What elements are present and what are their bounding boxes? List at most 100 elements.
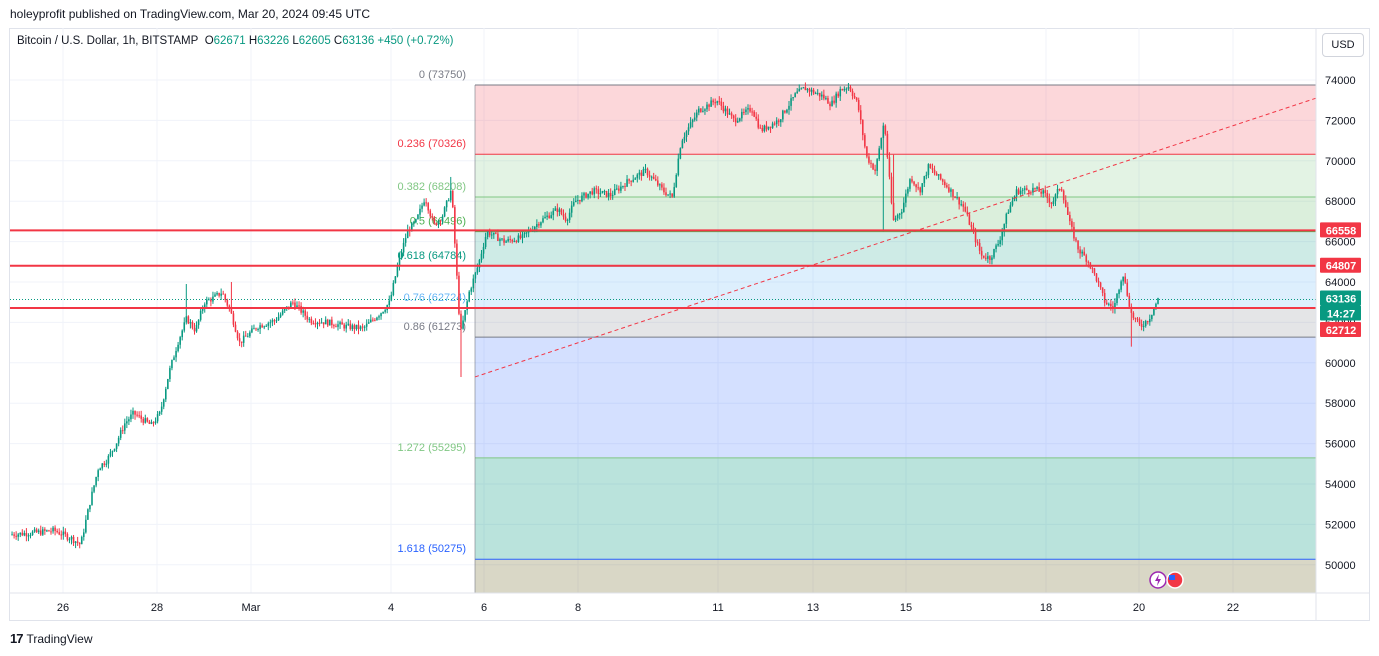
- candle-body: [767, 126, 770, 130]
- candle-body: [437, 220, 440, 225]
- candle-body: [609, 192, 612, 196]
- candle-body: [929, 164, 932, 169]
- tradingview-logo-icon[interactable]: 17: [10, 631, 24, 646]
- candle-body: [661, 184, 663, 188]
- candle-body: [353, 325, 356, 330]
- candle-body: [349, 323, 352, 330]
- candle-body: [634, 178, 637, 180]
- candle-body: [782, 110, 784, 120]
- candle-body: [987, 256, 989, 259]
- candle-body: [751, 111, 753, 113]
- candle-body: [146, 418, 149, 422]
- price-tick-label: 60000: [1325, 358, 1356, 370]
- price-label: 62712: [1326, 325, 1357, 337]
- candle-body: [1038, 187, 1040, 192]
- candle-body: [251, 328, 253, 333]
- candle-body: [568, 212, 571, 220]
- candle-body: [486, 231, 489, 238]
- candle-body: [109, 452, 112, 456]
- symbol-name[interactable]: Bitcoin / U.S. Dollar, 1h, BITSTAMP: [17, 35, 199, 47]
- time-tick-label: 13: [807, 602, 819, 614]
- candle-body: [144, 418, 147, 423]
- candle-body: [747, 108, 749, 110]
- candle-body: [177, 344, 179, 351]
- candle-body: [919, 187, 921, 193]
- candle-body: [1028, 190, 1030, 193]
- candle-body: [302, 310, 304, 313]
- candle-body: [13, 534, 15, 536]
- candle-body: [347, 323, 350, 325]
- candle-body: [911, 179, 913, 182]
- candle-body: [130, 414, 132, 420]
- candle-body: [505, 241, 507, 243]
- candle-body: [734, 118, 737, 123]
- event-icons[interactable]: [1149, 571, 1184, 589]
- candle-body: [1126, 282, 1129, 296]
- candle-body: [862, 119, 864, 136]
- candle-body: [74, 541, 77, 543]
- candle-body: [355, 324, 358, 330]
- candle-body: [269, 322, 272, 324]
- candle-body: [745, 109, 747, 113]
- candle-body: [952, 189, 954, 197]
- price-label-bg: [1320, 305, 1361, 321]
- candle-body: [413, 222, 415, 224]
- candle-body: [1013, 196, 1016, 201]
- candle-body: [587, 193, 589, 198]
- candle-body: [741, 111, 743, 119]
- candle-body: [780, 119, 782, 123]
- candle-body: [870, 162, 872, 164]
- overlays[interactable]: [10, 97, 1317, 378]
- candle-body: [497, 233, 499, 241]
- candle-body: [1132, 312, 1135, 318]
- candle-body: [1017, 189, 1020, 194]
- candle-body: [396, 265, 399, 277]
- candle-body: [435, 223, 438, 225]
- candle-body: [552, 210, 555, 216]
- tradingview-brand[interactable]: TradingView: [26, 631, 93, 646]
- trend-line[interactable]: [474, 97, 1317, 378]
- candle-body: [378, 316, 380, 318]
- candle-body: [1036, 187, 1038, 189]
- candle-body: [765, 125, 768, 130]
- candle-body: [851, 91, 854, 97]
- candle-body: [548, 215, 550, 219]
- candle-body: [78, 542, 81, 545]
- candle-body: [1136, 318, 1139, 320]
- candle-body: [814, 93, 817, 95]
- candle-body: [607, 192, 610, 197]
- candle-body: [708, 104, 710, 107]
- candle-body: [25, 533, 28, 537]
- candle-body: [212, 296, 214, 302]
- candle-body: [882, 125, 885, 139]
- candle-body: [724, 108, 727, 112]
- candle-body: [821, 94, 823, 97]
- candle-body: [60, 534, 63, 536]
- candle-body: [892, 202, 895, 221]
- candle-body: [941, 179, 944, 182]
- candle-body: [558, 209, 561, 212]
- us-flag-canton-icon[interactable]: [1169, 575, 1175, 580]
- candle-body: [257, 329, 259, 331]
- candle-body: [484, 237, 487, 247]
- candle-body: [406, 229, 409, 239]
- candle-body: [1101, 287, 1104, 293]
- candle-body: [739, 118, 741, 121]
- lightning-bolt-icon[interactable]: [1155, 574, 1161, 586]
- candle-body: [66, 533, 69, 540]
- candle-body: [835, 93, 837, 103]
- candle-body: [864, 135, 866, 147]
- candle-body: [324, 319, 327, 325]
- candle-body: [921, 183, 924, 193]
- footer[interactable]: 17 TradingView: [10, 631, 93, 646]
- candle-body: [575, 200, 577, 203]
- candle-body: [1015, 189, 1018, 197]
- candle-body: [976, 242, 979, 244]
- candle-body: [187, 316, 190, 324]
- currency-button[interactable]: USD: [1322, 33, 1364, 57]
- symbol-legend[interactable]: Bitcoin / U.S. Dollar, 1h, BITSTAMP O626…: [17, 35, 454, 47]
- candle-body: [903, 202, 905, 212]
- candle-body: [281, 310, 284, 315]
- candle-body: [1075, 238, 1077, 241]
